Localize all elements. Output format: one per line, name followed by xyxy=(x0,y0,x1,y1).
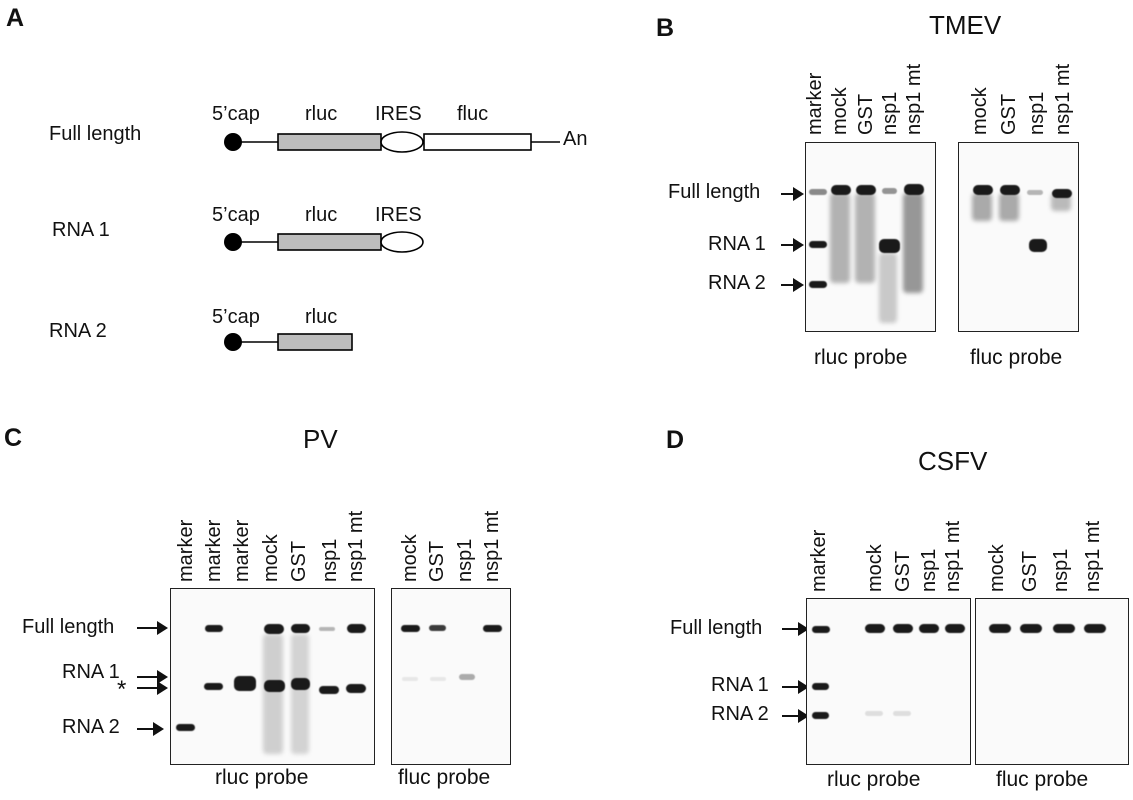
lane-label: nsp1 xyxy=(1026,91,1048,135)
arrow-icon xyxy=(137,670,168,684)
construct-label-rna2: RNA 2 xyxy=(49,320,107,342)
lane-label: nsp1 mt xyxy=(1052,63,1074,135)
lane-label: GST xyxy=(892,550,914,592)
probe-label-rluc: rluc probe xyxy=(814,346,908,369)
arrow-icon xyxy=(782,622,809,636)
lane-label: nsp1 xyxy=(319,538,341,582)
probe-label-rluc: rluc probe xyxy=(215,766,309,789)
probe-label-fluc: fluc probe xyxy=(996,768,1089,791)
gel-d-rluc xyxy=(806,598,971,765)
gel-d-fluc xyxy=(975,598,1129,765)
arrow-icon xyxy=(137,722,164,736)
panel-b-title: TMEV xyxy=(929,10,1002,40)
fluc-label: fluc xyxy=(457,103,489,125)
cap-label: 5’cap xyxy=(212,204,260,226)
gel-c-fluc xyxy=(391,588,511,765)
lane-label: GST xyxy=(998,93,1020,135)
lane-label: marker xyxy=(808,529,830,592)
marker-rna2: RNA 2 xyxy=(708,272,766,294)
ires-oval xyxy=(380,231,424,253)
lane-label: marker xyxy=(804,72,826,135)
gel-c-rluc xyxy=(170,588,375,765)
lane-label: nsp1 mt xyxy=(942,520,964,592)
ires-label: IRES xyxy=(375,204,422,226)
arrow-icon xyxy=(781,278,804,292)
marker-rna2: RNA 2 xyxy=(62,716,120,738)
rluc-label: rluc xyxy=(305,204,338,226)
lane-label: nsp1 mt xyxy=(903,63,925,135)
lane-label: nsp1 mt xyxy=(345,510,367,582)
lane-label: marker xyxy=(175,519,197,582)
lane-label: GST xyxy=(1019,550,1041,592)
cap-label: 5’cap xyxy=(212,306,260,328)
construct-label-rna1: RNA 1 xyxy=(52,219,110,241)
rluc-box xyxy=(277,233,382,251)
ires-label: IRES xyxy=(375,103,422,125)
lane-label: mock xyxy=(969,87,991,135)
lane-label: GST xyxy=(426,540,448,582)
lane-label: nsp1 xyxy=(879,91,901,135)
lane-label: marker xyxy=(231,519,253,582)
cap-label: 5’cap xyxy=(212,103,260,125)
polya-label: An xyxy=(563,128,588,150)
panel-letter-d: D xyxy=(666,426,685,454)
marker-asterisk: * xyxy=(117,676,127,703)
lane-label: mock xyxy=(864,544,886,592)
probe-label-fluc: fluc probe xyxy=(970,346,1063,369)
lane-label: mock xyxy=(260,534,282,582)
lane-label: mock xyxy=(399,534,421,582)
panel-c-title: PV xyxy=(303,424,338,454)
ires-oval xyxy=(380,131,424,153)
construct-schematics xyxy=(224,131,560,351)
marker-rna1: RNA 1 xyxy=(711,674,769,696)
arrow-icon xyxy=(137,621,168,635)
lane-label: marker xyxy=(203,519,225,582)
lane-label: mock xyxy=(829,87,851,135)
gel-b-fluc xyxy=(958,142,1079,332)
marker-rna2: RNA 2 xyxy=(711,703,769,725)
gel-b-rluc xyxy=(805,142,936,332)
panel-letter-a: A xyxy=(6,4,25,32)
lane-label: nsp1 xyxy=(1050,548,1072,592)
rluc-label: rluc xyxy=(305,103,338,125)
lane-label: nsp1 mt xyxy=(1082,520,1104,592)
lane-label: mock xyxy=(986,544,1008,592)
marker-full-length: Full length xyxy=(22,616,115,638)
marker-full-length: Full length xyxy=(668,181,761,203)
marker-rna1: RNA 1 xyxy=(708,233,766,255)
lane-label: nsp1 mt xyxy=(481,510,503,582)
panel-letter-c: C xyxy=(4,424,23,452)
arrow-icon xyxy=(137,681,168,695)
rluc-box xyxy=(277,133,382,151)
arrow-icon xyxy=(781,238,804,252)
marker-full-length: Full length xyxy=(670,617,763,639)
arrow-icon xyxy=(782,680,809,694)
panel-d-title: CSFV xyxy=(918,446,988,476)
lane-label: GST xyxy=(288,540,310,582)
arrow-icon xyxy=(781,187,804,201)
arrow-icon xyxy=(782,709,809,723)
rluc-box xyxy=(277,333,353,351)
construct-label-full-length: Full length xyxy=(49,123,142,145)
lane-label: GST xyxy=(855,93,877,135)
probe-label-rluc: rluc probe xyxy=(827,768,921,791)
lane-label: nsp1 xyxy=(454,538,476,582)
fluc-box xyxy=(423,133,532,151)
rluc-label: rluc xyxy=(305,306,338,328)
marker-rna1: RNA 1 xyxy=(62,661,120,683)
panel-letter-b: B xyxy=(656,14,675,42)
probe-label-fluc: fluc probe xyxy=(398,766,491,789)
lane-label: nsp1 xyxy=(918,548,940,592)
